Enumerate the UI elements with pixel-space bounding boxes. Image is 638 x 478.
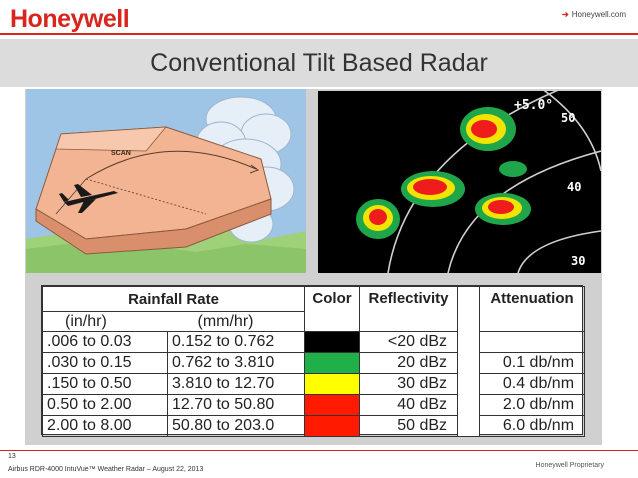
radar-scan-illustration: SCAN [26, 89, 306, 273]
header-rainfall-rate: Rainfall Rate [41, 286, 306, 312]
honeywell-logo: Honeywell [10, 5, 130, 33]
cell-color-swatch [304, 352, 361, 374]
rainfall-table-container: Rainfall Rate Color Reflectivity Attenua… [41, 285, 586, 437]
table-subheader-row: (in/hr) (mm/hr) [42, 311, 585, 332]
tilt-label: +5.0° [514, 98, 554, 113]
cell-in-hr: 2.00 to 8.00 [42, 415, 168, 437]
cell-color-swatch [304, 415, 361, 437]
table-row: 0.50 to 2.00 12.70 to 50.80 40 dBz 2.0 d… [42, 394, 586, 416]
cell-attenuation: 2.0 db/nm [479, 394, 586, 416]
cell-reflectivity: 40 dBz [359, 394, 459, 416]
honeywell-com-link-text: Honeywell.com [571, 10, 626, 19]
cell-mm-hr: 50.80 to 203.0 [166, 415, 306, 437]
header-reflectivity: Reflectivity [359, 286, 459, 332]
cell-color-swatch [304, 373, 361, 395]
cell-in-hr: .150 to 0.50 [42, 373, 168, 395]
cell-reflectivity: 20 dBz [359, 352, 459, 374]
slide-title: Conventional Tilt Based Radar [150, 49, 488, 77]
airplane-icon [59, 184, 118, 213]
radar-returns-drawing [318, 91, 601, 273]
cell-reflectivity: 30 dBz [359, 373, 459, 395]
weather-radar-display: +5.0° 50 40 30 [318, 91, 601, 273]
cell-in-hr: .030 to 0.15 [42, 352, 168, 374]
cell-attenuation: 6.0 db/nm [479, 415, 586, 437]
footer-rule [0, 450, 638, 451]
title-band [0, 39, 638, 87]
table-row: .006 to 0.03 0.152 to 0.762 <20 dBz [42, 331, 586, 353]
cell-in-hr: 0.50 to 2.00 [42, 394, 168, 416]
cell-mm-hr: 12.70 to 50.80 [166, 394, 306, 416]
cell-reflectivity: 50 dBz [359, 415, 459, 437]
subheader-in-hr: (in/hr) [42, 311, 168, 332]
cell-reflectivity: <20 dBz [359, 331, 459, 353]
honeywell-com-link[interactable]: ➔ Honeywell.com [562, 10, 626, 19]
cell-color-swatch [304, 331, 361, 353]
arrow-right-icon: ➔ [562, 10, 569, 19]
cell-mm-hr: 0.762 to 3.810 [166, 352, 306, 374]
page-number: 13 [8, 453, 16, 460]
range-label-50: 50 [561, 111, 576, 125]
cell-mm-hr: 0.152 to 0.762 [166, 331, 306, 353]
range-label-30: 30 [571, 254, 586, 268]
cell-in-hr: .006 to 0.03 [42, 331, 168, 353]
header-rule [0, 33, 638, 35]
subheader-mm-hr: (mm/hr) [167, 311, 306, 332]
footer-proprietary: Honeywell Proprietary [535, 462, 604, 469]
table-header-row: Rainfall Rate Color Reflectivity Attenua… [41, 286, 586, 437]
rainfall-table: Rainfall Rate Color Reflectivity Attenua… [41, 286, 586, 437]
cell-attenuation: 0.1 db/nm [479, 352, 586, 374]
footer-document-title: Airbus RDR-4000 IntuVue™ Weather Radar –… [8, 466, 204, 473]
cell-attenuation [479, 331, 586, 353]
table-row: .150 to 0.50 3.810 to 12.70 30 dBz 0.4 d… [42, 373, 586, 395]
cell-attenuation: 0.4 db/nm [479, 373, 586, 395]
header-attenuation: Attenuation [479, 286, 586, 332]
cell-color-swatch [304, 394, 361, 416]
table-spacer-column [457, 286, 481, 437]
scan-label: SCAN [111, 150, 131, 157]
radar-scan-drawing [26, 89, 306, 273]
header-color: Color [304, 286, 361, 332]
table-row: .030 to 0.15 0.762 to 3.810 20 dBz 0.1 d… [42, 352, 586, 374]
range-label-40: 40 [567, 180, 582, 194]
table-row: 2.00 to 8.00 50.80 to 203.0 50 dBz 6.0 d… [42, 415, 586, 437]
cell-mm-hr: 3.810 to 12.70 [166, 373, 306, 395]
